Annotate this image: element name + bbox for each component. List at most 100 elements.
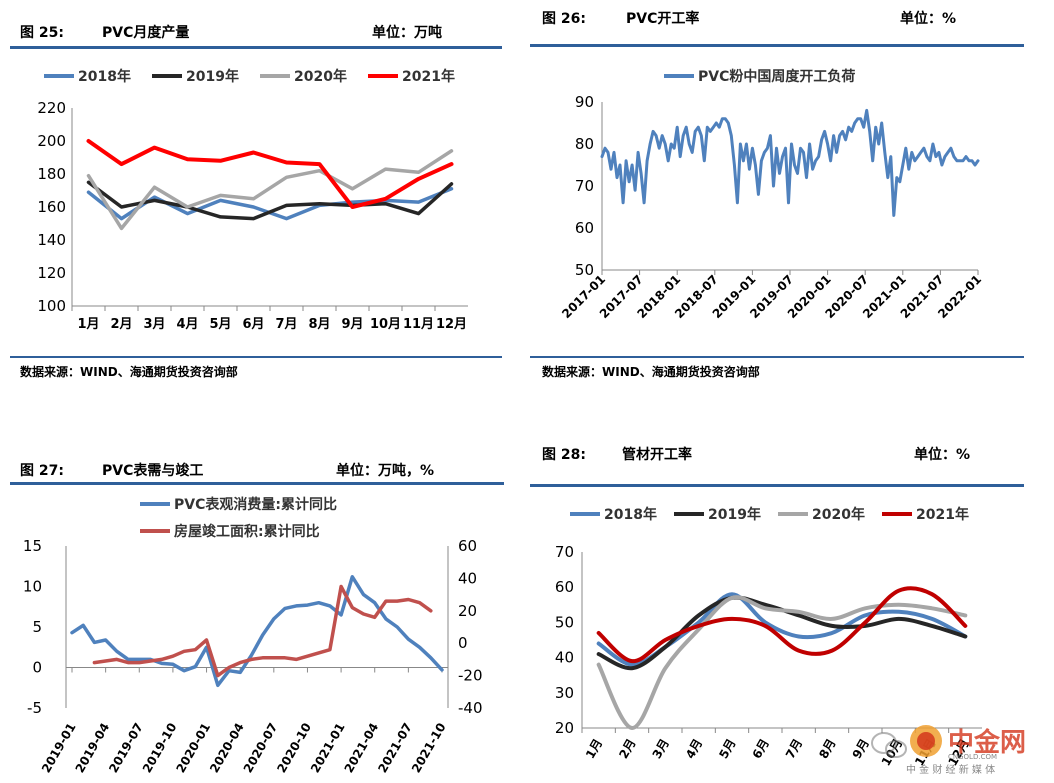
x-tick-label: 4月 bbox=[683, 737, 705, 762]
y-tick-label: 80 bbox=[575, 135, 594, 153]
x-tick-label: 8月 bbox=[816, 737, 838, 762]
y-left-tick-label: 15 bbox=[23, 537, 42, 555]
x-tick-label: 6月 bbox=[242, 317, 264, 332]
wechat-icon bbox=[871, 732, 907, 758]
fig26-number: 图 26: bbox=[542, 11, 586, 27]
fig27-number: 图 27: bbox=[20, 463, 64, 479]
x-tick-label: 4月 bbox=[176, 317, 198, 332]
y-tick-label: 100 bbox=[37, 297, 66, 315]
series-line-2021年 bbox=[86, 139, 454, 209]
x-tick-label: 10月 bbox=[370, 317, 401, 332]
y-tick-label: 120 bbox=[37, 264, 66, 282]
fig26-unit: 单位：% bbox=[900, 11, 957, 27]
y-tick-label: 140 bbox=[37, 231, 66, 249]
fig25-source: 数据来源：WIND、海通期货投资咨询部 bbox=[20, 365, 238, 379]
y-tick-label: 200 bbox=[37, 132, 66, 150]
y-tick-label: 220 bbox=[37, 99, 66, 117]
x-tick-label: 3月 bbox=[650, 737, 672, 762]
fig28-number: 图 28: bbox=[542, 447, 586, 463]
x-tick-label: 5月 bbox=[716, 737, 738, 762]
y-tick-label: 60 bbox=[575, 219, 594, 237]
chart-fig28: 2018年 2019年 2020年 2021年 20 30 40 50 60 70 1月 2月 3月 4月… bbox=[555, 506, 982, 768]
fig28-unit: 单位：% bbox=[914, 447, 971, 463]
series-line-pvc-consumption bbox=[70, 575, 444, 688]
legend-label-0: PVC粉中国周度开工负荷 bbox=[698, 68, 855, 85]
y-right-tick-label: -20 bbox=[458, 667, 483, 685]
chart-fig25: 2018年 2019年 2020年 2021年 100 120 140 160 180 200 22… bbox=[37, 68, 468, 332]
y-tick-label: 50 bbox=[555, 613, 574, 631]
fig25-unit: 单位：万吨 bbox=[372, 25, 442, 41]
series-line-2020年 bbox=[86, 149, 454, 231]
x-tick-label: 6月 bbox=[750, 737, 772, 762]
x-tick-label: 5月 bbox=[209, 317, 231, 332]
y-left-tick-label: 0 bbox=[32, 659, 42, 677]
x-tick-label: 8月 bbox=[308, 317, 330, 332]
x-tick-label: 12月 bbox=[436, 317, 467, 332]
fig25-bottom-rule bbox=[10, 356, 502, 358]
fig28-title: 管材开工率 bbox=[622, 447, 692, 463]
x-tick-label: 9月 bbox=[341, 317, 363, 332]
legend-label-2: 2020年 bbox=[812, 506, 865, 523]
fig28-top-rule bbox=[530, 484, 1024, 487]
y-left-tick-label: 10 bbox=[23, 578, 42, 596]
x-tick-label: 1月 bbox=[77, 317, 99, 332]
y-tick-label: 50 bbox=[575, 261, 594, 279]
series-line-pvc-load bbox=[600, 108, 980, 217]
x-tick-label: 7月 bbox=[275, 317, 297, 332]
legend-label-1: 2019年 bbox=[186, 68, 239, 85]
watermark-tagline: 中 金 财 经 新 媒 体 bbox=[906, 763, 995, 775]
y-tick-label: 40 bbox=[555, 649, 574, 667]
y-tick-label: 70 bbox=[555, 543, 574, 561]
fig26-source: 数据来源：WIND、海通期货投资咨询部 bbox=[542, 365, 760, 379]
legend-label-2: 2020年 bbox=[294, 68, 347, 85]
y-right-tick-label: 60 bbox=[458, 537, 477, 555]
watermark-graphic: 中金网 CNGOLD.COM 中 金 财 经 新 媒 体 bbox=[871, 725, 1026, 776]
y-tick-label: 20 bbox=[555, 719, 574, 737]
y-left-tick-label: 5 bbox=[32, 618, 42, 636]
fig27-unit: 单位：万吨，% bbox=[336, 463, 435, 479]
x-tick-label: 2月 bbox=[616, 737, 638, 762]
x-tick-label: 11月 bbox=[403, 317, 434, 332]
legend-label-0: PVC表观消费量:累计同比 bbox=[174, 496, 337, 513]
y-tick-label: 90 bbox=[575, 93, 594, 111]
legend-label-1: 房屋竣工面积:累计同比 bbox=[174, 523, 320, 540]
series-line-2019年 bbox=[86, 180, 454, 221]
series-line-2021年 bbox=[596, 586, 968, 664]
x-tick-label: 7月 bbox=[783, 737, 805, 762]
x-tick-label: 3月 bbox=[143, 317, 165, 332]
x-tick-label: 9月 bbox=[850, 737, 872, 762]
y-left-tick-label: -5 bbox=[27, 699, 42, 717]
legend-label-0: 2018年 bbox=[604, 506, 657, 523]
y-tick-label: 70 bbox=[575, 177, 594, 195]
fig26-top-rule bbox=[530, 44, 1024, 47]
fig26-title: PVC开工率 bbox=[626, 11, 700, 27]
watermark-sub: CNGOLD.COM bbox=[948, 753, 997, 761]
y-right-tick-label: 0 bbox=[458, 634, 468, 652]
fig27-title: PVC表需与竣工 bbox=[102, 463, 204, 479]
fig25-number: 图 25: bbox=[20, 25, 64, 41]
watermark: 中金网 CNGOLD.COM 中 金 财 经 新 媒 体 bbox=[870, 713, 1040, 776]
watermark-brand: 中金网 bbox=[948, 727, 1026, 758]
legend-label-3: 2021年 bbox=[916, 506, 969, 523]
x-tick-label: 2月 bbox=[110, 317, 132, 332]
series-line-completion-area bbox=[92, 584, 433, 678]
y-right-tick-label: -40 bbox=[458, 699, 483, 717]
fig27-top-rule bbox=[10, 482, 504, 485]
y-tick-label: 160 bbox=[37, 198, 66, 216]
y-right-tick-label: 40 bbox=[458, 569, 477, 587]
fig25-title: PVC月度产量 bbox=[102, 25, 190, 41]
legend-label-0: 2018年 bbox=[78, 68, 131, 85]
y-tick-label: 30 bbox=[555, 684, 574, 702]
legend-label-1: 2019年 bbox=[708, 506, 761, 523]
y-tick-label: 180 bbox=[37, 165, 66, 183]
fig25-top-rule bbox=[10, 46, 502, 49]
x-tick-label: 1月 bbox=[583, 737, 605, 762]
fig26-bottom-rule bbox=[530, 356, 1024, 358]
y-right-tick-label: 20 bbox=[458, 602, 477, 620]
y-tick-label: 60 bbox=[555, 578, 574, 596]
brand-logo-icon bbox=[910, 725, 942, 757]
series-line-2020年 bbox=[596, 595, 968, 730]
chart-fig26: PVC粉中国周度开工负荷50607080902017-012017-072018… bbox=[559, 68, 984, 321]
legend-label-3: 2021年 bbox=[402, 68, 455, 85]
